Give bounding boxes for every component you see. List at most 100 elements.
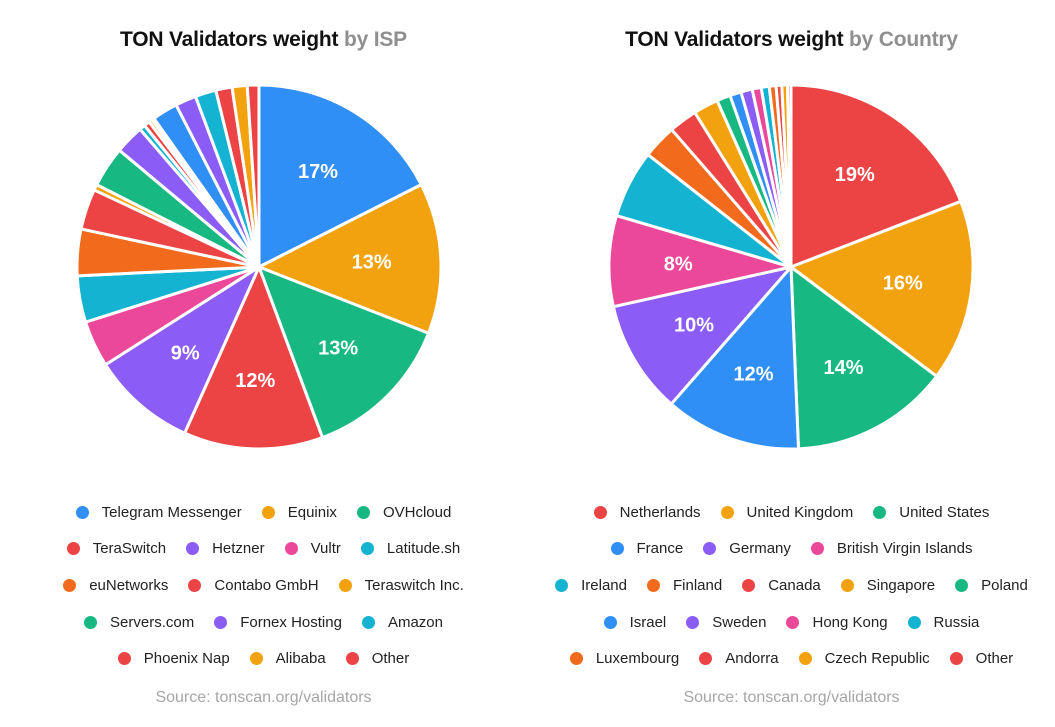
country-legend: Netherlands United Kingdom United States Fr… [528, 494, 1055, 677]
legend-swatch [742, 578, 756, 592]
legend-swatch [840, 578, 854, 592]
legend-item-other: Other [345, 650, 410, 668]
source-note: Source: tonscan.org/validators [155, 689, 372, 706]
legend-row: France Germany British Virgin Islands [528, 531, 1055, 568]
legend-item-teraswitch: TeraSwitch [66, 540, 166, 557]
legend-swatch [338, 578, 352, 592]
legend-swatch [703, 542, 717, 556]
pie-slice-teraswitch [183, 265, 324, 451]
slice-percent-label: 12% [733, 363, 773, 385]
legend-swatch [907, 615, 921, 629]
legend-swatch [117, 652, 131, 666]
legend-label: Hetzner [212, 540, 265, 558]
legend-label: Other [975, 650, 1014, 668]
legend-label: Equinix [287, 503, 337, 521]
legend-swatch [810, 542, 824, 556]
legend-item-finland: Finland [647, 577, 722, 594]
legend-row: TeraSwitch Hetzner Vultr Latitude.sh [0, 531, 527, 568]
legend-label: Ireland [581, 576, 627, 594]
legend-item-eunetworks: euNetworks [63, 577, 168, 594]
pie-slice-telegram-messenger [257, 83, 423, 269]
legend-item-latitude-sh: Latitude.sh [360, 540, 460, 557]
legend-swatch [603, 615, 617, 629]
legend-swatch [261, 505, 275, 519]
legend-label: Amazon [387, 613, 443, 631]
legend-label: Czech Republic [824, 650, 930, 668]
legend-item-singapore: Singapore [840, 576, 936, 594]
legend-item-hong-kong: Hong Kong [786, 613, 888, 631]
legend-item-netherlands: Netherlands [593, 504, 701, 521]
legend-swatch [610, 542, 624, 556]
legend-label: Vultr [310, 540, 341, 558]
legend-item-andorra: Andorra [699, 650, 779, 668]
legend-label: Finland [673, 576, 723, 594]
legend-label: United States [899, 503, 990, 521]
legend-label: Germany [729, 540, 791, 558]
legend-item-russia: Russia [907, 614, 979, 631]
legend-item-canada: Canada [742, 577, 821, 594]
slice-percent-label: 9% [171, 342, 200, 364]
slice-percent-label: 19% [835, 164, 875, 186]
isp-legend: Telegram Messenger Equinix OVHcloud TeraSwi… [0, 494, 527, 677]
legend-item-telegram-messenger: Telegram Messenger [75, 504, 242, 521]
legend-swatch [593, 505, 607, 519]
legend-swatch [569, 652, 583, 666]
chart-title-sub: by ISP [343, 28, 407, 51]
legend-item-hetzner: Hetzner [186, 540, 265, 557]
legend-row: Ireland Finland Canada Singapore Poland [528, 567, 1055, 604]
legend-label: Servers.com [110, 613, 195, 631]
legend-item-equinix: Equinix [261, 503, 337, 521]
legend-label: Other [371, 650, 410, 668]
chart-title: TON Validators weight by Country [528, 28, 1055, 52]
legend-row: Israel Sweden Hong Kong Russia [528, 604, 1055, 641]
legend-item-ireland: Ireland [555, 577, 627, 594]
legend-label: Singapore [866, 576, 936, 594]
slice-percent-label: 13% [318, 337, 358, 359]
legend-item-vultr: Vultr [284, 540, 341, 558]
slice-percent-label: 12% [235, 370, 275, 392]
slice-percent-label: 10% [674, 315, 714, 337]
legend-swatch [949, 652, 963, 666]
legend-label: Canada [768, 576, 821, 594]
pie-slice-united-kingdom [789, 199, 975, 378]
legend-row: Netherlands United Kingdom United States [528, 494, 1055, 531]
legend-item-united-states: United States [873, 504, 989, 521]
legend-swatch [360, 542, 374, 556]
isp-pie-chart: 17% 13% 13% 12% 9% [75, 83, 443, 451]
pie-slice-equinix [257, 183, 443, 335]
legend-row: Luxembourg Andorra Czech Republic Other [528, 640, 1055, 677]
legend-item-other: Other [949, 650, 1014, 668]
legend-item-servers-com: Servers.com [84, 614, 194, 631]
pie-slice-british-virgin-islands [607, 214, 793, 309]
legend-item-luxembourg: Luxembourg [569, 650, 680, 668]
legend-item-teraswitch-inc: Teraswitch Inc. [338, 577, 464, 594]
legend-swatch [873, 505, 887, 519]
pie-slice [245, 83, 261, 269]
legend-label: Luxembourg [595, 650, 680, 668]
legend-item-israel: Israel [603, 614, 666, 631]
pie-slice-ovhcloud [257, 265, 431, 440]
legend-item-poland: Poland [955, 577, 1028, 594]
legend-label: Sweden [712, 613, 767, 631]
country-pie-chart: 19% 16% 14% 12% 10% 8% [607, 83, 975, 451]
pie-slice-france [669, 265, 800, 451]
legend-row: euNetworks Contabo GmbH Teraswitch Inc. [0, 567, 527, 604]
legend-item-british-virgin-islands: British Virgin Islands [810, 540, 973, 557]
legend-label: Hong Kong [812, 613, 888, 631]
isp-chart-panel: TON Validators weight by ISP 17% 13% 13% 12… [0, 0, 527, 727]
legend-label: Fornex Hosting [240, 613, 342, 631]
pie-slice-netherlands [789, 83, 963, 269]
slice-percent-label: 8% [664, 253, 693, 275]
legend-swatch [786, 615, 800, 629]
chart-title-sub: by Country [849, 28, 958, 51]
legend-item-fornex-hosting: Fornex Hosting [214, 614, 342, 631]
legend-swatch [63, 578, 77, 592]
legend-swatch [345, 652, 359, 666]
legend-label: Andorra [725, 650, 779, 668]
legend-label: OVHcloud [382, 503, 452, 521]
legend-label: euNetworks [89, 576, 169, 594]
slice-percent-label: 16% [883, 273, 923, 295]
legend-item-sweden: Sweden [686, 614, 766, 631]
legend-swatch [555, 578, 569, 592]
slice-percent-label: 14% [823, 357, 863, 379]
